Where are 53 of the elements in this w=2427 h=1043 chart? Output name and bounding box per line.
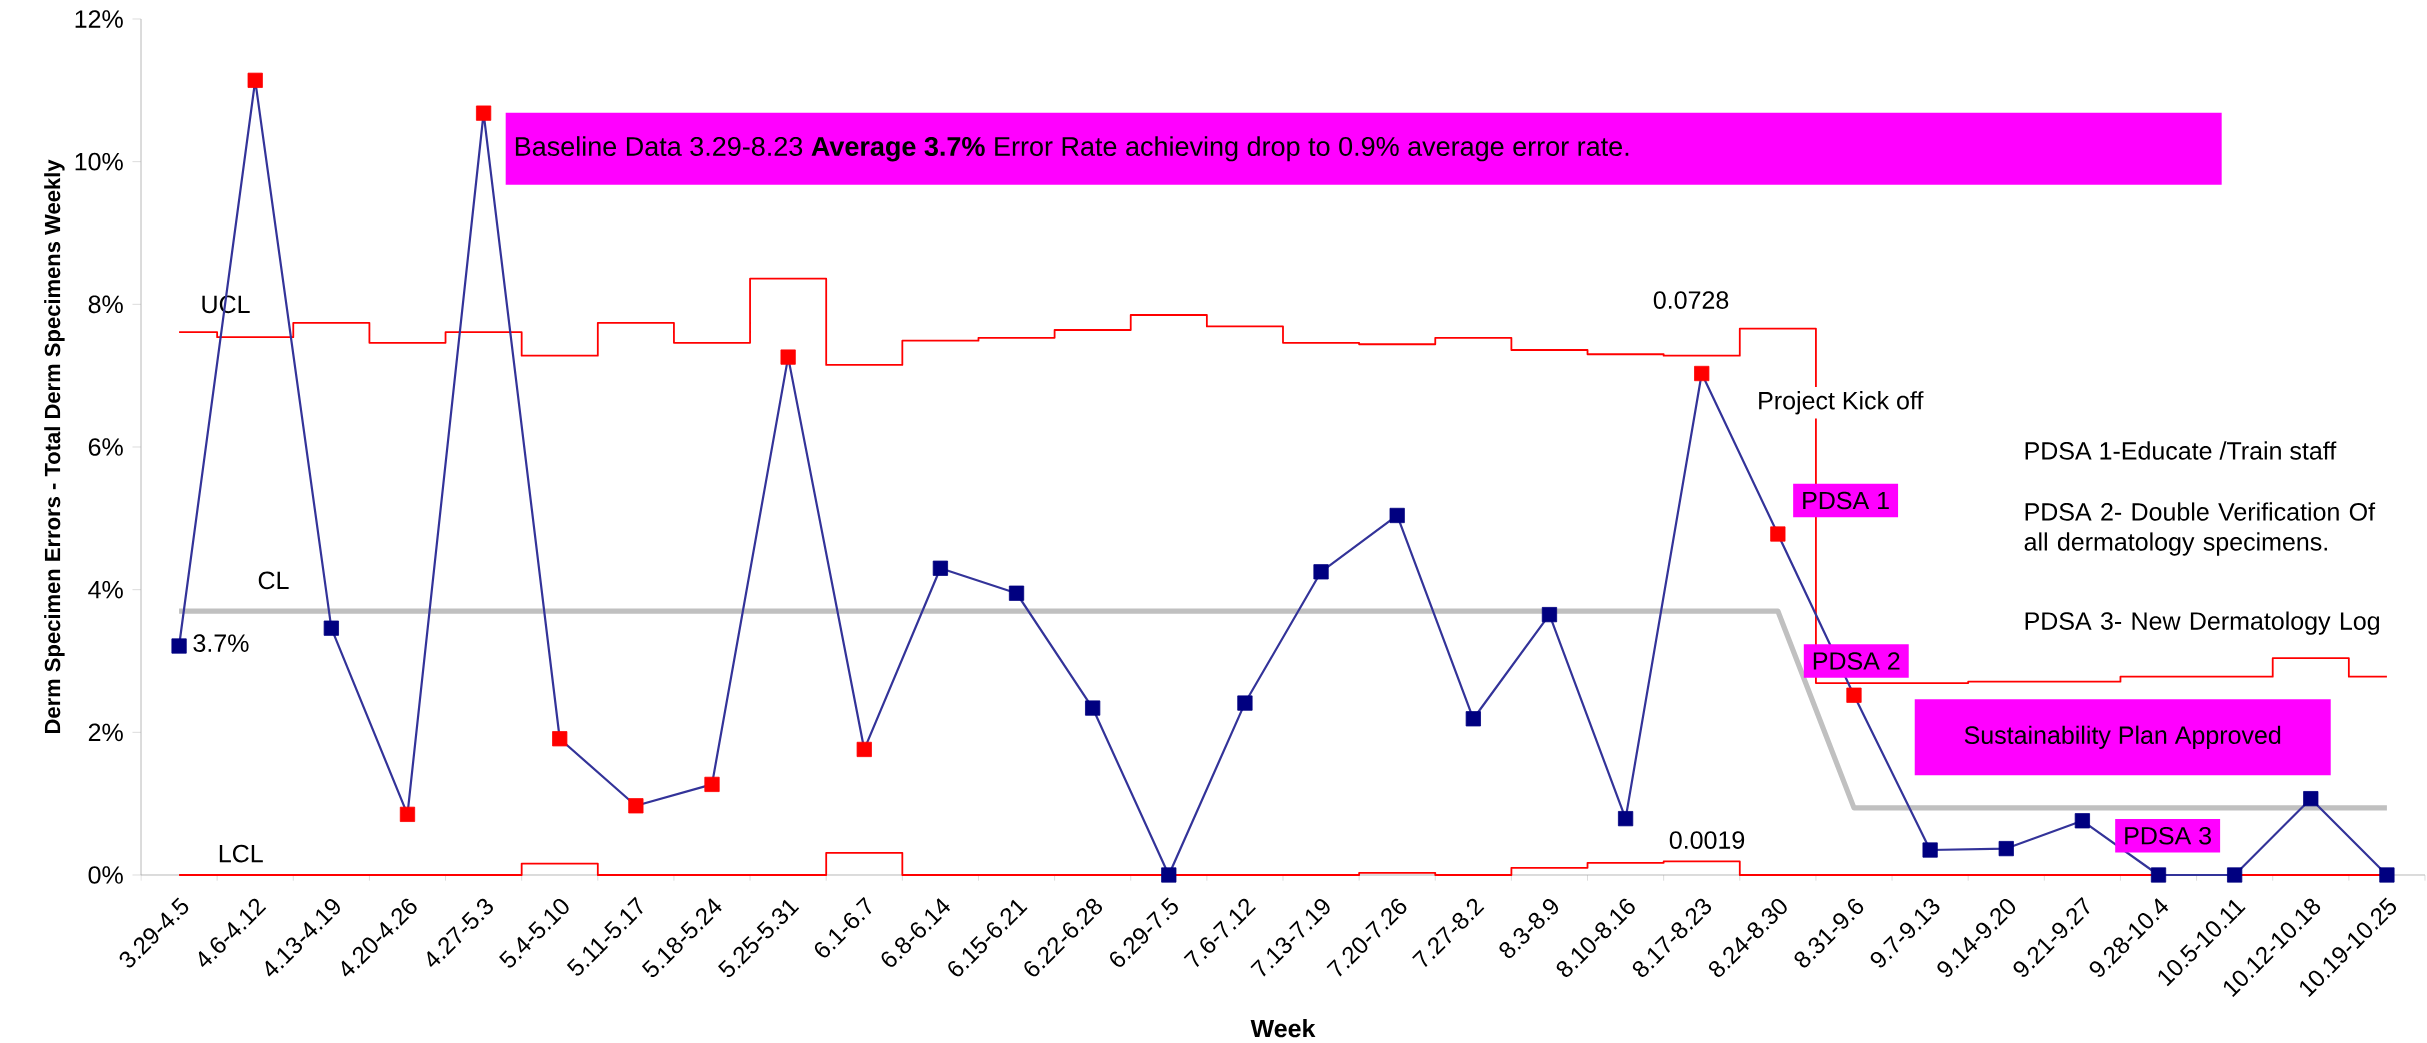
point [1008, 585, 1025, 601]
point [1237, 695, 1253, 711]
annotation: Baseline Data 3.29-8.23 Average 3.7% Error Rate achieving drop to 0.9% average error rate. [515, 136, 1629, 162]
annotation: PDSA 2- Double Verification Of all dermatology specimens. [2024, 502, 2376, 556]
annotation: PDSA 1-Educate /Train staff [2025, 441, 2337, 460]
point [704, 776, 720, 792]
point [856, 741, 872, 758]
point [2150, 867, 2167, 883]
point [1770, 526, 1786, 542]
point [780, 349, 796, 365]
point [1541, 607, 1558, 623]
annotation: 0.0019 [1669, 831, 1745, 849]
y-axis-title: Derm Specimen Errors - Total Derm Specimens Weekly [44, 159, 65, 734]
y-tick-label: 8% [88, 295, 123, 314]
point [2074, 813, 2090, 829]
annotation: Sustainability Plan Approved [1964, 725, 2281, 749]
annotation: PDSA 2 [1813, 652, 1900, 670]
point [476, 105, 492, 121]
annotation: Project Kick off [1759, 391, 1924, 415]
point [1922, 842, 1938, 858]
point [171, 638, 187, 654]
y-tick-label: 4% [88, 580, 123, 599]
annotation: 0.0728 [1653, 291, 1729, 309]
point [2227, 867, 2243, 883]
y-tick-label: 2% [88, 723, 123, 742]
point [2303, 791, 2319, 807]
x-axis-title: Week [1250, 1018, 1316, 1038]
point [1694, 365, 1710, 382]
point [1313, 564, 1329, 580]
point [399, 806, 416, 822]
point [552, 731, 568, 747]
point [1389, 507, 1405, 524]
point [247, 72, 263, 88]
point [1085, 700, 1101, 716]
series-label: CL [258, 571, 289, 590]
point [1617, 811, 1634, 827]
point [1465, 711, 1481, 727]
point [2379, 867, 2395, 883]
point [628, 798, 644, 814]
point [323, 620, 339, 636]
y-tick-label: 10% [75, 152, 123, 171]
y-tick-label: 0% [88, 866, 123, 884]
annotation: PDSA 3 [2125, 826, 2211, 845]
point [932, 560, 948, 576]
series-label: LCL [219, 844, 263, 863]
annotation: PDSA 1 [1803, 491, 1889, 510]
annotation: PDSA 3- New Dermatology Log [2025, 611, 2380, 635]
point [1846, 687, 1862, 703]
point [1998, 840, 2014, 857]
point [1161, 867, 1177, 883]
annotation: 3.7% [193, 634, 249, 653]
y-tick-label: 6% [88, 438, 123, 456]
y-tick-label: 12% [75, 10, 123, 28]
